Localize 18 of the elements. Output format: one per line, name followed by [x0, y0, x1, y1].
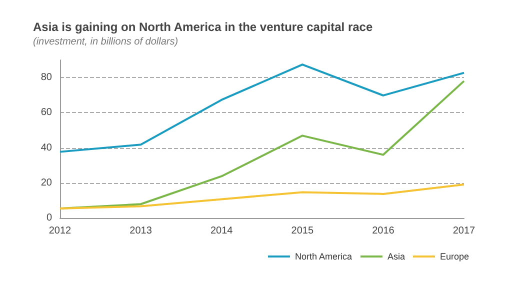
x-tick-label: 2017: [452, 226, 476, 236]
x-tick-label: 2012: [48, 226, 72, 236]
y-tick-label: 20: [40, 177, 52, 188]
x-tick-label: 2015: [291, 226, 314, 236]
x-tick-label: 2016: [372, 226, 395, 236]
legend-label: North America: [294, 252, 352, 262]
chart-subtitle: (investment, in billions of dollars): [33, 36, 178, 48]
y-tick-label: 40: [40, 142, 52, 154]
x-tick-label: 2013: [130, 226, 152, 236]
line-series: [59, 183, 465, 210]
legend-label: Europe: [440, 252, 470, 262]
y-tick-label: 0: [46, 212, 52, 224]
line-series: [59, 64, 465, 153]
chart-title: Asia is gaining on North America in the venture capital race: [33, 20, 373, 34]
x-tick-label: 2014: [210, 226, 234, 236]
y-tick-label: 60: [40, 107, 52, 118]
legend-label: Asia: [387, 252, 405, 262]
y-tick-label: 80: [40, 72, 52, 84]
